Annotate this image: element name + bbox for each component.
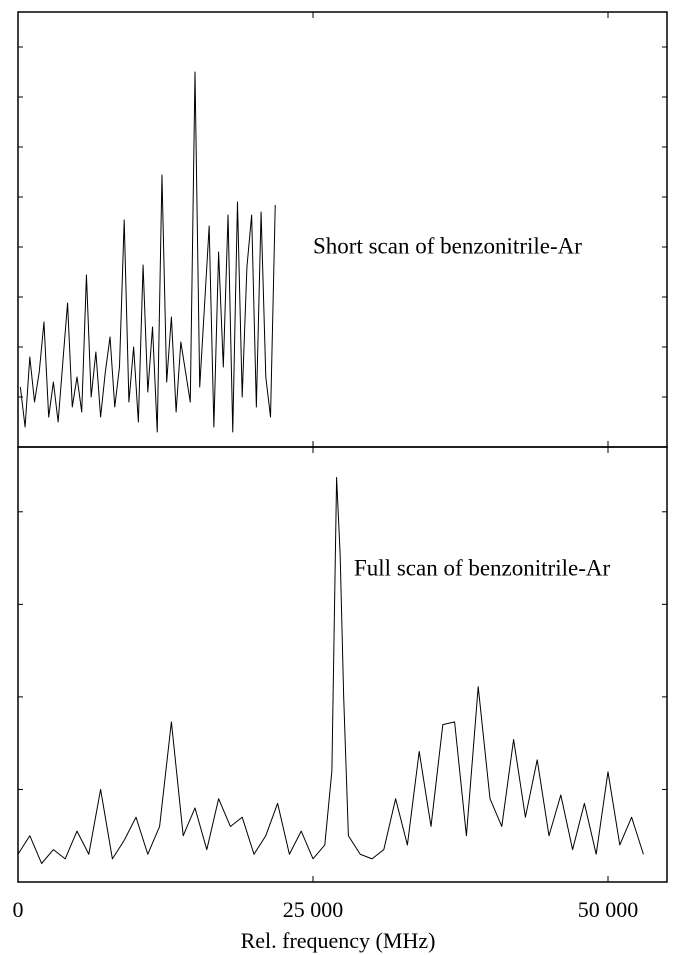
spectrum-line xyxy=(17,477,644,864)
annotation: Short scan of benzonitrile-Ar xyxy=(313,233,582,258)
x-tick-label: 25 000 xyxy=(283,897,344,922)
plot-frame xyxy=(17,446,668,883)
plot-frame xyxy=(17,11,668,448)
annotation: Full scan of benzonitrile-Ar xyxy=(354,555,610,580)
x-tick-label: 0 xyxy=(13,897,24,922)
x-tick-label: 50 000 xyxy=(578,897,639,922)
x-axis-label: Rel. frequency (MHz) xyxy=(241,928,436,953)
spectrum-line xyxy=(19,71,276,433)
